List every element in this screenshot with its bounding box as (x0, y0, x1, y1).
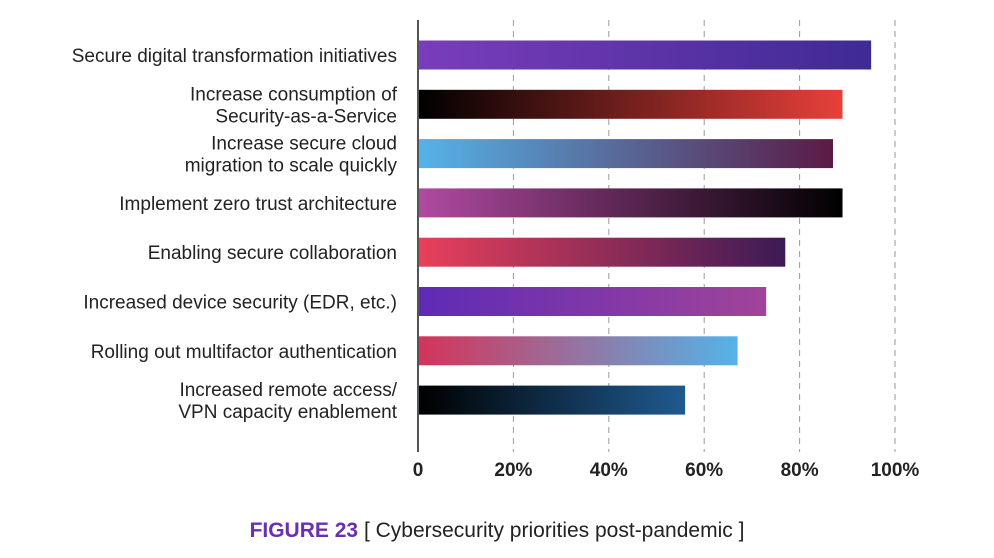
bar (419, 336, 738, 366)
figure-id: FIGURE 23 (249, 519, 359, 542)
category-label: Increase consumption of Security-as-a-Ser… (190, 84, 398, 127)
category-label: Increase secure cloud migration to scale … (185, 134, 398, 177)
category-label: Implement zero trust architecture (119, 194, 397, 215)
category-label: Increased remote access/VPN capacity ena… (178, 380, 397, 423)
bar (419, 287, 767, 316)
bar-chart: Secure digital transformation initiative… (72, 20, 920, 481)
category-label: Increased device security (EDR, etc.) (83, 293, 397, 314)
x-tick-label: 60% (685, 460, 723, 481)
category-label: Rolling out multifactor authentication (91, 342, 397, 363)
category-labels: Secure digital transformation initiative… (72, 46, 398, 423)
bar (419, 188, 843, 218)
x-tick-label: 80% (781, 460, 819, 481)
x-tick-label: 100% (871, 460, 920, 481)
category-label: Enabling secure collaboration (148, 243, 397, 264)
bar (419, 139, 833, 169)
x-tick-label: 0 (413, 460, 424, 481)
bar (419, 237, 786, 267)
bars (419, 40, 872, 415)
x-axis-ticks: 0 20% 40% 60% 80% 100% (413, 460, 920, 481)
bar (419, 40, 872, 70)
bar (419, 89, 843, 119)
bar (419, 385, 686, 415)
x-tick-label: 20% (494, 460, 532, 481)
figure-caption: FIGURE 23 [ Cybersecurity priorities pos… (0, 519, 994, 543)
figure-caption-text: [ Cybersecurity priorities post-pandemic… (363, 519, 745, 542)
category-label: Secure digital transformation initiative… (72, 46, 397, 67)
x-tick-label: 40% (590, 460, 628, 481)
